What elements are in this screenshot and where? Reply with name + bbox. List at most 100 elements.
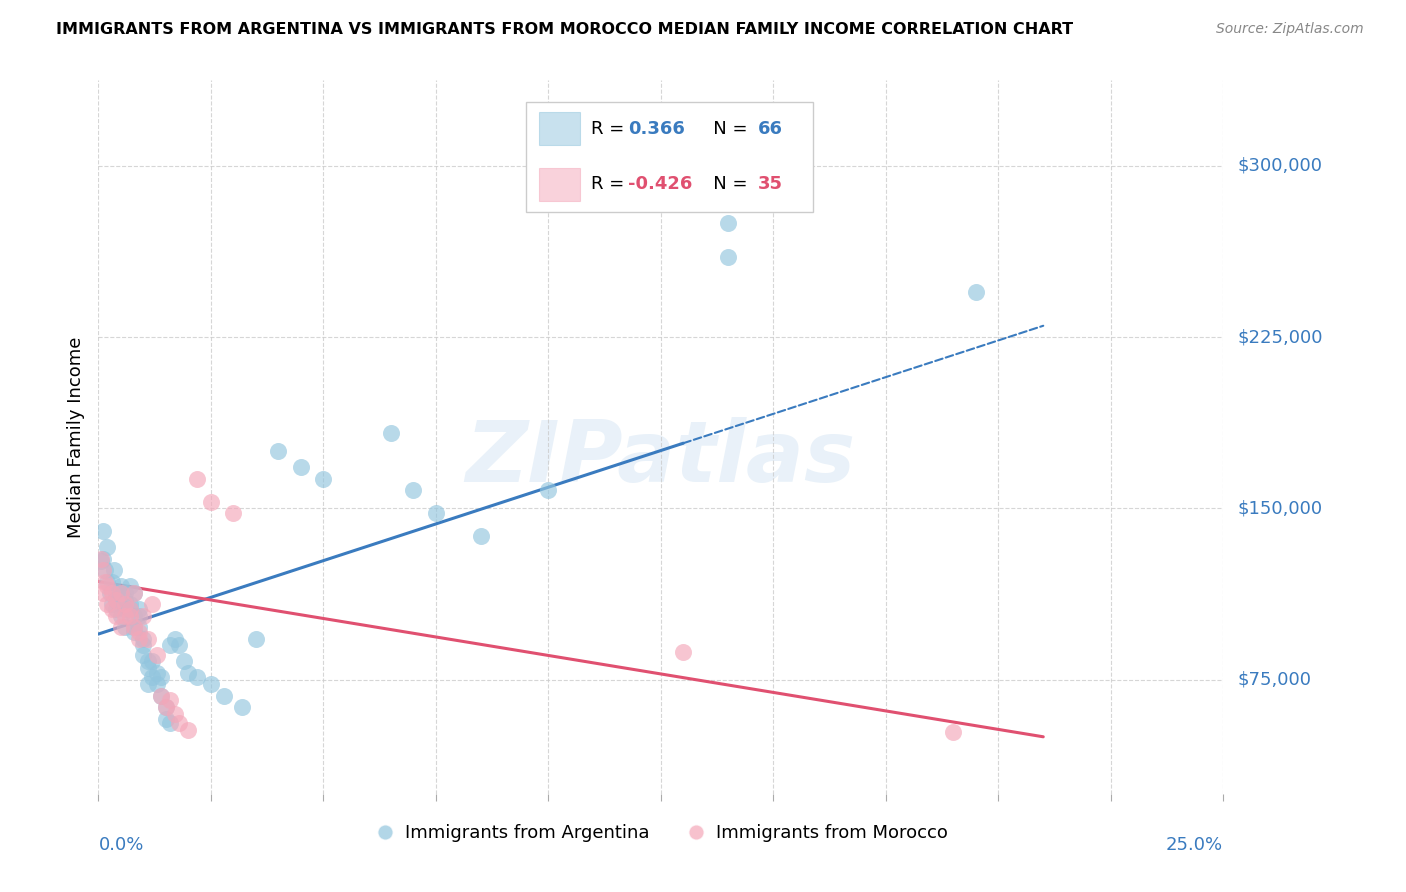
Text: R =: R = — [591, 120, 636, 137]
Point — [103, 563, 125, 577]
Point — [105, 592, 128, 607]
Point — [128, 624, 150, 639]
Point — [155, 712, 177, 726]
Point — [200, 494, 222, 508]
Point — [110, 586, 132, 600]
Point — [101, 574, 124, 589]
Point — [290, 460, 312, 475]
Text: R =: R = — [591, 176, 630, 194]
Text: 35: 35 — [758, 176, 783, 194]
Point — [163, 632, 186, 646]
Point — [141, 655, 163, 669]
Point — [128, 620, 150, 634]
Point — [105, 608, 128, 623]
Point — [114, 620, 136, 634]
Text: $75,000: $75,000 — [1237, 671, 1312, 689]
Point — [101, 586, 124, 600]
Text: 0.366: 0.366 — [628, 120, 685, 137]
Point — [132, 639, 155, 653]
Point — [136, 661, 159, 675]
Point — [163, 706, 186, 721]
Text: ZIPatlas: ZIPatlas — [465, 417, 856, 500]
Text: $300,000: $300,000 — [1237, 157, 1322, 175]
Point — [159, 693, 181, 707]
Text: N =: N = — [696, 120, 754, 137]
Point — [717, 216, 740, 230]
Point — [101, 598, 124, 612]
Point — [98, 586, 121, 600]
Point — [94, 574, 117, 589]
Point — [155, 700, 177, 714]
Text: IMMIGRANTS FROM ARGENTINA VS IMMIGRANTS FROM MOROCCO MEDIAN FAMILY INCOME CORREL: IMMIGRANTS FROM ARGENTINA VS IMMIGRANTS … — [56, 22, 1073, 37]
Point — [124, 586, 146, 600]
Point — [90, 554, 112, 568]
Point — [380, 426, 402, 441]
Point — [136, 655, 159, 669]
Point — [200, 677, 222, 691]
Point — [105, 586, 128, 600]
Point — [177, 665, 200, 680]
Point — [110, 620, 132, 634]
Point — [101, 602, 124, 616]
Point — [128, 608, 150, 623]
Point — [132, 648, 155, 662]
Point — [186, 472, 208, 486]
Point — [110, 586, 132, 600]
Text: $150,000: $150,000 — [1237, 500, 1322, 517]
Point — [114, 598, 136, 612]
Point — [96, 598, 118, 612]
Point — [312, 472, 335, 486]
Point — [537, 483, 560, 498]
Text: Source: ZipAtlas.com: Source: ZipAtlas.com — [1216, 22, 1364, 37]
Legend: Immigrants from Argentina, Immigrants from Morocco: Immigrants from Argentina, Immigrants fr… — [367, 817, 955, 849]
Point — [141, 598, 163, 612]
Text: 25.0%: 25.0% — [1166, 836, 1223, 854]
Point — [91, 524, 114, 539]
Point — [91, 551, 114, 566]
Point — [146, 677, 169, 691]
Point — [118, 598, 141, 612]
Text: $225,000: $225,000 — [1237, 328, 1323, 346]
Point — [110, 579, 132, 593]
Point — [965, 285, 987, 299]
FancyBboxPatch shape — [526, 102, 813, 212]
Point — [90, 551, 112, 566]
Point — [402, 483, 425, 498]
Point — [124, 624, 146, 639]
Point — [96, 541, 118, 555]
Point — [118, 602, 141, 616]
Point — [94, 563, 117, 577]
Point — [114, 586, 136, 600]
Point — [169, 716, 191, 731]
Point — [132, 632, 155, 646]
Point — [114, 592, 136, 607]
Point — [155, 700, 177, 714]
Point — [136, 677, 159, 691]
Point — [136, 632, 159, 646]
Point — [118, 579, 141, 593]
Point — [110, 608, 132, 623]
Point — [159, 716, 181, 731]
Point — [124, 620, 146, 634]
Point — [717, 250, 740, 264]
Point — [222, 506, 245, 520]
Point — [146, 648, 169, 662]
Point — [128, 602, 150, 616]
Text: -0.426: -0.426 — [628, 176, 693, 194]
Text: 66: 66 — [758, 120, 783, 137]
Text: 0.0%: 0.0% — [98, 836, 143, 854]
Point — [105, 592, 128, 607]
Point — [173, 655, 195, 669]
FancyBboxPatch shape — [540, 168, 579, 201]
Point — [177, 723, 200, 737]
Point — [105, 602, 128, 616]
Point — [114, 602, 136, 616]
Point — [114, 608, 136, 623]
Point — [159, 639, 181, 653]
Point — [267, 444, 290, 458]
FancyBboxPatch shape — [540, 112, 579, 145]
Point — [942, 725, 965, 739]
Point — [96, 579, 118, 593]
Point — [141, 670, 163, 684]
Y-axis label: Median Family Income: Median Family Income — [66, 336, 84, 538]
